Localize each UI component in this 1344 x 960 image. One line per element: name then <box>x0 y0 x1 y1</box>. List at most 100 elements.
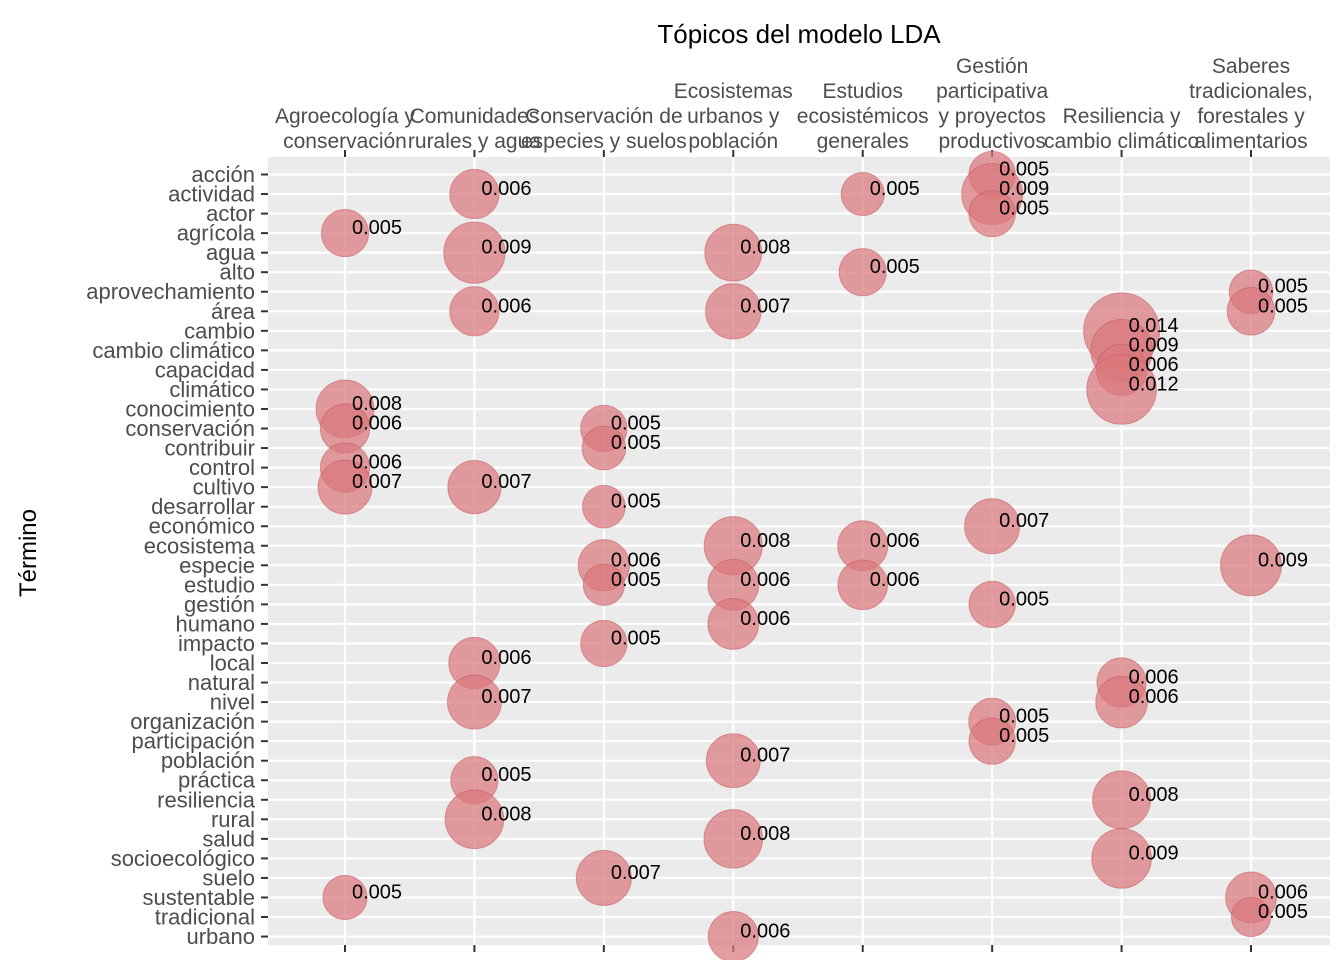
data-labels: 0.0050.0080.0060.0060.0070.0050.0060.009… <box>352 159 1308 943</box>
data-label: 0.008 <box>352 393 402 415</box>
data-label: 0.009 <box>1129 842 1179 864</box>
y-tick-label: área <box>211 299 256 324</box>
y-tick-label: práctica <box>178 768 256 793</box>
data-point <box>447 460 502 515</box>
data-label: 0.009 <box>1258 549 1308 571</box>
y-axis-title: Término <box>15 509 42 597</box>
data-label: 0.007 <box>481 686 531 708</box>
data-points <box>315 150 1282 960</box>
y-tick-label: humano <box>175 611 255 636</box>
data-point <box>705 733 761 789</box>
y-tick-label: ecosistema <box>144 533 256 558</box>
data-label: 0.006 <box>352 413 402 435</box>
y-tick-label: contribuir <box>165 436 255 461</box>
chart-title: Tópicos del modelo LDA <box>657 19 941 49</box>
data-point <box>968 717 1016 765</box>
data-label: 0.006 <box>740 608 790 630</box>
data-label: 0.006 <box>352 452 402 474</box>
y-tick-label: agua <box>206 240 256 265</box>
data-label: 0.012 <box>1129 373 1179 395</box>
data-point <box>580 619 628 668</box>
y-tick-label: resiliencia <box>157 787 256 812</box>
data-label: 0.005 <box>352 881 402 903</box>
y-tick-label: control <box>189 455 255 480</box>
data-label: 0.005 <box>611 432 661 454</box>
x-tick-label: población <box>688 130 778 153</box>
data-point <box>322 874 368 920</box>
data-point <box>968 580 1016 629</box>
x-tick-label: forestales y <box>1197 105 1305 128</box>
x-tick-label: especies y suelos <box>521 130 687 153</box>
y-tick-label: actor <box>206 201 255 226</box>
y-tick-label: cambio <box>184 318 255 343</box>
data-label: 0.005 <box>999 198 1049 220</box>
data-label: 0.005 <box>611 627 661 649</box>
y-tick-label: local <box>210 651 255 676</box>
data-point <box>704 223 763 282</box>
y-tick-label: conocimiento <box>125 396 255 421</box>
data-label: 0.014 <box>1129 315 1179 337</box>
data-point <box>582 484 626 529</box>
data-label: 0.006 <box>1129 686 1179 708</box>
x-tick-label: urbanos y <box>687 105 780 128</box>
x-axis-ticks: Agroecología yconservaciónComunidadesrur… <box>275 55 1313 952</box>
data-label: 0.005 <box>611 413 661 435</box>
data-label: 0.005 <box>870 256 920 278</box>
y-tick-label: impacto <box>178 631 255 656</box>
x-tick-label: Estudios <box>822 80 903 103</box>
data-point <box>837 559 889 611</box>
x-tick-label: Gestión <box>956 55 1028 78</box>
data-label: 0.005 <box>999 725 1049 747</box>
data-label: 0.008 <box>481 803 531 825</box>
data-point <box>840 171 885 217</box>
y-tick-label: salud <box>202 826 255 851</box>
x-tick-label: participativa <box>936 80 1048 103</box>
data-label: 0.005 <box>999 706 1049 728</box>
data-label: 0.005 <box>611 569 661 591</box>
data-point <box>317 459 373 515</box>
data-label: 0.007 <box>352 471 402 493</box>
data-label: 0.006 <box>740 569 790 591</box>
y-tick-label: agrícola <box>177 221 256 246</box>
y-tick-label: rural <box>211 807 255 832</box>
data-label: 0.006 <box>1129 667 1179 689</box>
x-tick-label: tradicionales, <box>1189 80 1313 103</box>
data-point <box>1226 287 1276 336</box>
data-point <box>320 209 370 258</box>
x-tick-label: Comunidades <box>410 105 540 128</box>
data-label: 0.006 <box>740 921 790 943</box>
data-label: 0.005 <box>1258 901 1308 923</box>
data-point <box>1086 354 1157 425</box>
y-tick-label: conservación <box>125 416 255 441</box>
y-tick-label: gestión <box>184 592 255 617</box>
y-tick-label: participación <box>131 729 255 754</box>
data-label: 0.007 <box>740 745 790 767</box>
x-tick-label: Saberes <box>1212 55 1290 78</box>
y-tick-label: sustentable <box>142 885 255 910</box>
data-point <box>964 498 1021 555</box>
data-point <box>449 168 500 220</box>
data-label: 0.008 <box>1129 784 1179 806</box>
data-label: 0.005 <box>1258 295 1308 317</box>
y-tick-label: natural <box>188 670 255 695</box>
x-tick-label: rurales y agua <box>408 130 541 153</box>
x-tick-label: productivos <box>938 130 1045 153</box>
y-tick-label: socioecológico <box>111 846 255 871</box>
data-label: 0.005 <box>481 764 531 786</box>
data-label: 0.005 <box>1258 276 1308 298</box>
data-label: 0.006 <box>870 530 920 552</box>
y-tick-label: suelo <box>202 865 255 890</box>
x-tick-label: alimentarios <box>1194 130 1307 153</box>
plot-panel <box>268 157 1330 945</box>
data-point <box>575 849 632 906</box>
y-tick-label: estudio <box>184 572 255 597</box>
y-tick-label: cultivo <box>193 475 255 500</box>
y-tick-label: organización <box>130 709 255 734</box>
y-axis-ticks: acciónactividadactoragrícolaaguaaltoapro… <box>86 162 268 949</box>
data-point <box>449 286 500 337</box>
data-point <box>581 425 627 471</box>
data-point <box>1091 828 1152 889</box>
data-label: 0.008 <box>740 530 790 552</box>
x-tick-label: cambio climático <box>1044 130 1199 153</box>
